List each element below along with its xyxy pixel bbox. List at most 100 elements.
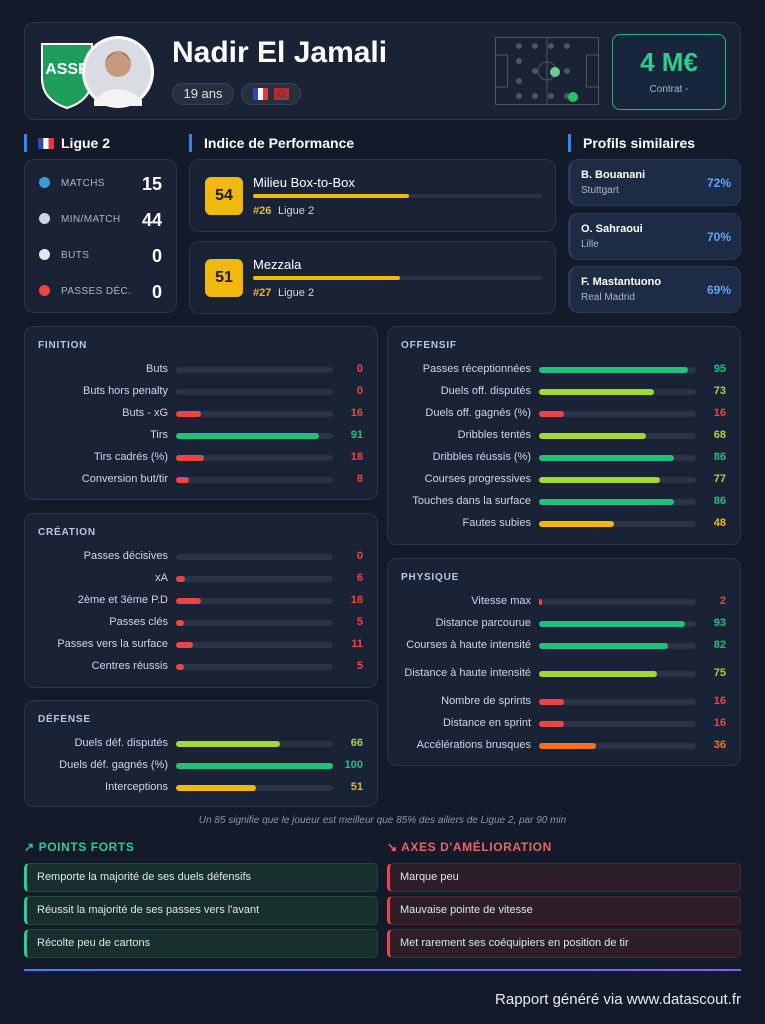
metric-track (539, 433, 696, 439)
metric-label: Fautes subies (462, 517, 531, 529)
metric-value: 95 (713, 363, 726, 375)
metric-value: 5 (356, 616, 363, 628)
metric-track (176, 785, 333, 791)
metric-bar (176, 477, 189, 483)
metric-track (539, 743, 696, 749)
stat-icon (39, 249, 50, 260)
metric-label: Accélérations brusques (416, 739, 531, 751)
metric-track (539, 477, 696, 483)
metric-value: 75 (713, 667, 726, 679)
metric-value: 68 (713, 429, 726, 441)
metric-value: 86 (713, 451, 726, 463)
role-score: 51 (205, 259, 243, 297)
avatars: ASSE (41, 36, 154, 110)
metric-label: Courses progressives (424, 473, 531, 485)
role-score: 54 (205, 177, 243, 215)
metric-track (539, 411, 696, 417)
note: Un 85 signifie que le joueur est meilleu… (198, 815, 567, 826)
contract: Contrat - (649, 84, 689, 95)
similar-name: B. Bouanani (581, 169, 646, 181)
stat-label: MATCHS (61, 178, 105, 189)
market-value: 4 M€ (640, 47, 698, 77)
metric-label: Passes décisives (83, 550, 168, 562)
metric-bar (176, 642, 194, 648)
metric-bar (539, 599, 543, 605)
metric-track (176, 433, 333, 439)
similar-score: 69% (706, 283, 731, 297)
metric-bar (539, 367, 689, 373)
improvements-title: ↘ AXES D'AMÉLIORATION (387, 840, 552, 854)
performance-title: Indice de Performance (189, 134, 354, 152)
metric-value: 82 (713, 639, 726, 651)
metric-value: 0 (356, 363, 363, 375)
metric-label: Duels déf. gagnés (%) (59, 759, 168, 771)
metric-value: 86 (713, 495, 726, 507)
similar-card[interactable] (568, 159, 741, 206)
metric-bar (539, 411, 565, 417)
metric-track (539, 521, 696, 527)
improvements-item: Mauvaise pointe de vitesse (387, 896, 741, 925)
role-name: Milieu Box-to-Box (253, 175, 355, 190)
metric-bar (539, 499, 675, 505)
metric-bar (539, 671, 657, 677)
metric-value: 0 (356, 550, 363, 562)
metric-track (539, 455, 696, 461)
metric-label: Centres réussis (91, 660, 168, 672)
strengths-item: Remporte la majorité de ses duels défens… (24, 863, 378, 892)
stat-value: 0 (151, 282, 162, 302)
strengths-title: ↗ POINTS FORTS (24, 840, 134, 854)
similar-name: O. Sahraoui (581, 222, 643, 235)
metric-track (539, 389, 696, 395)
metric-track (176, 642, 333, 648)
metric-bar (539, 433, 646, 439)
metric-value: 5 (356, 660, 363, 672)
metric-label: xA (155, 572, 168, 584)
metric-value: 2 (719, 595, 726, 607)
metric-value: 16 (350, 407, 363, 419)
similar-card[interactable] (568, 266, 741, 313)
metric-bar (539, 721, 565, 727)
metric-label: Buts hors penalty (83, 385, 168, 397)
similar-title: Profils similaires (568, 134, 695, 152)
panel-title: DÉFENSE (38, 714, 91, 725)
metric-bar (176, 455, 205, 461)
player-name: Nadir El Jamali (172, 36, 388, 69)
role-league: Ligue 2 (278, 205, 315, 217)
similar-card[interactable] (568, 212, 741, 260)
metric-value: 100 (344, 759, 363, 771)
metric-value: 6 (356, 572, 363, 584)
metric-value: 93 (713, 617, 726, 629)
role-track (253, 194, 542, 198)
role-bar (253, 276, 401, 280)
stat-icon (39, 285, 50, 296)
metric-label: Touches dans la surface (412, 495, 531, 507)
panel-title: CRÉATION (38, 527, 96, 538)
metric-bar (539, 743, 596, 749)
strengths-item: Réussit la majorité de ses passes vers l… (24, 896, 378, 925)
metric-bar (176, 664, 184, 670)
panel-title: PHYSIQUE (401, 572, 460, 583)
metric-bar (176, 763, 333, 769)
metric-label: Buts - xG (122, 407, 168, 419)
value-box (612, 34, 726, 110)
metric-bar (539, 477, 660, 483)
metric-track (176, 367, 333, 373)
metric-track (539, 621, 696, 627)
metric-track (176, 763, 333, 769)
metric-value: 8 (356, 473, 363, 485)
metric-track (176, 620, 333, 626)
metric-value: 77 (713, 473, 726, 485)
metric-bar (539, 389, 654, 395)
nationality-flags (241, 83, 301, 105)
metric-value: 16 (713, 407, 726, 419)
similar-club: Stuttgart (581, 185, 619, 196)
metric-bar (539, 643, 668, 649)
role-bar (253, 194, 410, 198)
metric-bar (539, 621, 685, 627)
metric-label: 2ème et 3ème P.D (77, 594, 168, 606)
metric-label: Conversion but/tir (81, 473, 168, 485)
metric-track (176, 477, 333, 483)
stat-label: BUTS (61, 250, 90, 261)
improvements-item: Met rarement ses coéquipiers en position… (387, 929, 741, 958)
metric-label: Vitesse max (471, 595, 531, 607)
